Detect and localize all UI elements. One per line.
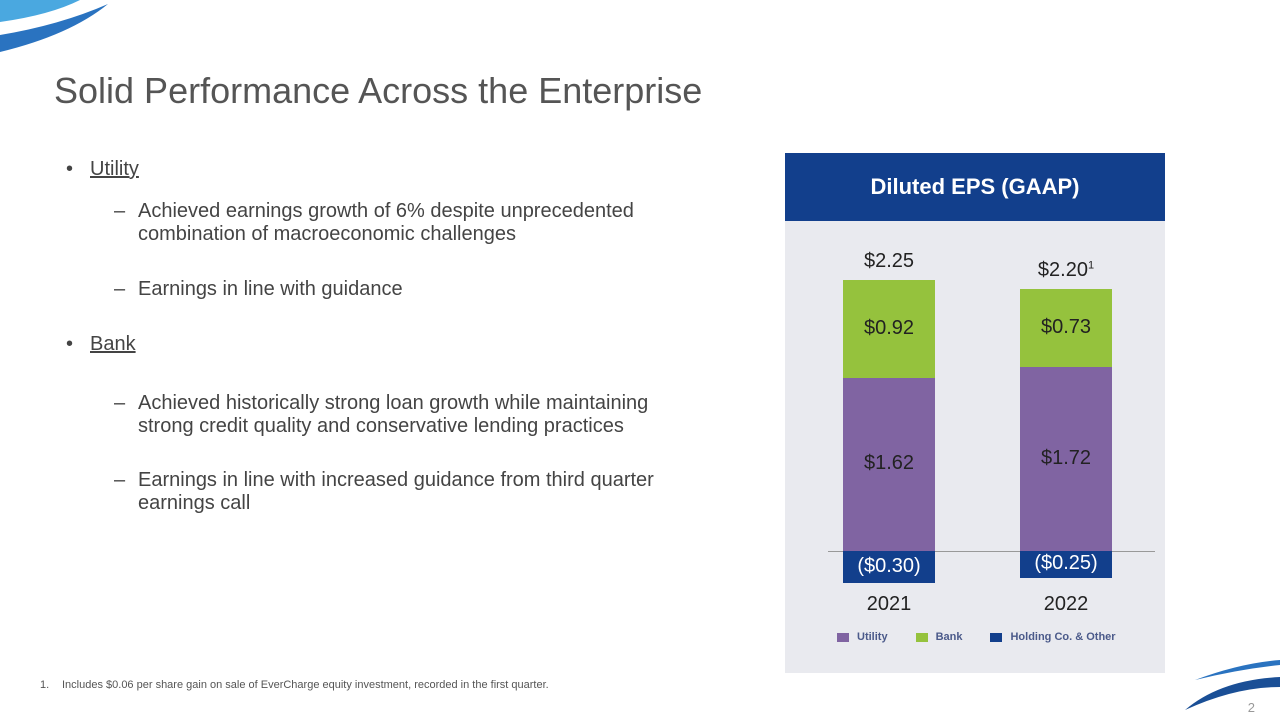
bullet-utility: • Utility	[66, 158, 139, 181]
data-label: $0.92	[863, 316, 915, 339]
legend-swatch	[915, 632, 928, 642]
bar-holding-co-other-2021: ($0.30)	[843, 551, 935, 584]
bullet-dot: •	[66, 333, 74, 355]
data-label: $1.62	[863, 452, 915, 475]
x-tick-label-2021: 2021	[866, 593, 912, 615]
data-label: ($0.30)	[857, 555, 921, 578]
page-number: 2	[1247, 700, 1255, 715]
eps-chart-panel: Diluted EPS (GAAP) Utility Bank Holding Co…	[785, 153, 1165, 673]
footnote-text: Includes $0.06 per share gain on sale of…	[62, 679, 549, 691]
total-label-2021: $2.25	[829, 250, 949, 273]
data-label: $1.72	[1040, 447, 1092, 470]
dash: –	[114, 469, 126, 491]
bar-bank-2021: $0.92	[843, 279, 935, 378]
bullet-bank: • Bank	[66, 333, 136, 356]
bar-utility-2022: $1.72	[1020, 367, 1112, 551]
sub-bullet-text: Earnings in line with increased guidance…	[138, 469, 654, 514]
total-value: $2.20	[1037, 259, 1088, 282]
bullet-label: Bank	[90, 333, 136, 355]
legend-label: Utility	[857, 631, 888, 643]
total-label-2022: $2.201	[1006, 259, 1126, 282]
zero-baseline	[828, 551, 1155, 552]
sub-bullet: – Earnings in line with increased guidanc…	[114, 469, 694, 515]
legend-label: Bank	[935, 631, 963, 643]
logo-swoosh-bottom-right	[1185, 660, 1280, 710]
bullet-dot: •	[66, 158, 74, 180]
dash: –	[114, 200, 126, 222]
data-label: $0.73	[1040, 316, 1092, 339]
legend-item: Holding Co. & Other	[990, 631, 1116, 643]
dash: –	[114, 278, 126, 300]
chart-legend: Utility Bank Holding Co. & Other	[837, 631, 1116, 643]
footnote-number: 1.	[40, 679, 50, 691]
bar-bank-2022: $0.73	[1020, 289, 1112, 368]
footnote: 1. Includes $0.06 per share gain on sale …	[40, 679, 549, 691]
sub-bullet: – Achieved earnings growth of 6% despite …	[114, 200, 694, 246]
legend-swatch	[990, 632, 1003, 642]
sub-bullet-text: Achieved earnings growth of 6% despite u…	[138, 200, 634, 245]
data-label: ($0.25)	[1034, 552, 1098, 575]
page-title: Solid Performance Across the Enterprise	[54, 70, 703, 111]
legend-label: Holding Co. & Other	[1010, 631, 1116, 643]
legend-item: Utility	[837, 631, 888, 643]
total-value: $2.25	[863, 249, 915, 272]
sub-bullet: – Earnings in line with guidance	[114, 278, 694, 301]
sub-bullet-text: Earnings in line with guidance	[138, 278, 403, 300]
logo-swoosh-top-left	[0, 0, 108, 52]
x-tick-label-2022: 2022	[1043, 593, 1089, 615]
sub-bullet: – Achieved historically strong loan growt…	[114, 392, 694, 438]
chart-title: Diluted EPS (GAAP)	[785, 153, 1165, 221]
dash: –	[114, 392, 126, 414]
bullet-label: Utility	[90, 158, 139, 180]
bar-utility-2021: $1.62	[843, 377, 935, 551]
legend-item: Bank	[915, 631, 963, 643]
sub-bullet-text: Achieved historically strong loan growth…	[138, 392, 649, 437]
footnote-marker: 1	[1087, 259, 1095, 272]
legend-swatch	[837, 632, 849, 642]
bar-holding-co-other-2022: ($0.25)	[1020, 551, 1112, 578]
